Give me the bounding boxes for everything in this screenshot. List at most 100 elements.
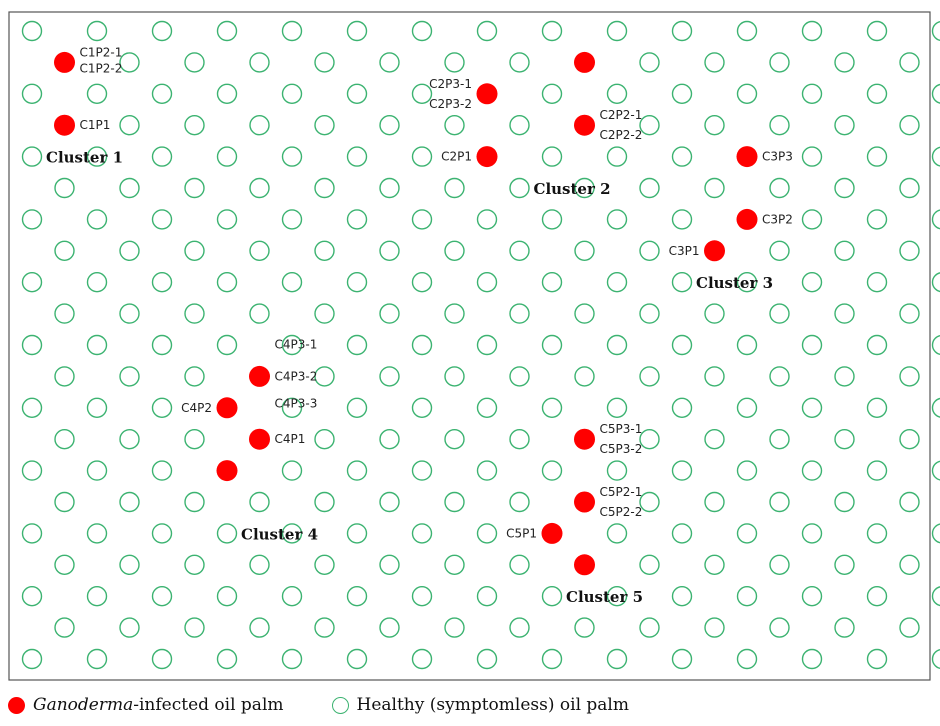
healthy-palm (216, 648, 238, 670)
healthy-palm (476, 397, 498, 418)
healthy-palm (476, 586, 498, 607)
healthy-palm (411, 146, 433, 167)
healthy-palm (184, 491, 205, 513)
healthy-palm (606, 523, 628, 544)
healthy-palm (151, 586, 173, 607)
infected-palm (249, 428, 270, 450)
healthy-palm (671, 334, 693, 356)
healthy-palm (606, 586, 628, 607)
healthy-palm (379, 366, 400, 387)
healthy-palm (314, 617, 335, 638)
healthy-palm (931, 586, 940, 607)
healthy-palm (54, 554, 75, 575)
infected-palm (476, 83, 498, 105)
healthy-palm (801, 586, 823, 607)
healthy-palm (736, 20, 758, 42)
healthy-palm (769, 114, 790, 136)
healthy-palm (119, 52, 140, 73)
palm-label: C2P2-1 (600, 108, 643, 122)
legend-infected: Ganoderma-infected oil palm (8, 695, 284, 715)
healthy-palm (86, 83, 108, 105)
healthy-palm (184, 366, 205, 387)
healthy-palm (281, 20, 303, 42)
healthy-palm (769, 554, 790, 575)
healthy-palm (509, 617, 530, 638)
healthy-palm (509, 177, 530, 199)
healthy-palm (671, 209, 693, 230)
infected-palm (736, 146, 758, 168)
healthy-palm (54, 617, 75, 638)
healthy-palm (704, 177, 725, 199)
healthy-palm (151, 460, 173, 481)
healthy-palm (411, 397, 433, 418)
palm-label: C4P3-1 (275, 337, 318, 351)
healthy-palm (801, 209, 823, 230)
healthy-palm (801, 397, 823, 418)
infected-palm (216, 397, 238, 419)
healthy-palm (281, 272, 303, 293)
healthy-palm (834, 491, 855, 513)
healthy-palm (411, 20, 433, 42)
healthy-palm (151, 209, 173, 230)
healthy-palm (21, 209, 43, 230)
infected-palm (574, 51, 595, 73)
healthy-palm (249, 52, 270, 73)
healthy-palm (249, 617, 270, 638)
healthy-palm (314, 491, 335, 513)
palm-label: C3P1 (669, 244, 700, 258)
healthy-palm (931, 649, 940, 669)
healthy-palm (119, 554, 140, 575)
healthy-palm (346, 272, 368, 293)
healthy-palm (249, 554, 270, 575)
healthy-palm (379, 491, 400, 513)
palm-label: C2P3-2 (429, 97, 472, 111)
healthy-palm (606, 20, 628, 42)
healthy-palm (931, 83, 940, 104)
healthy-palm (671, 523, 693, 544)
healthy-palm (86, 334, 108, 356)
palm-label: C5P2-2 (600, 505, 643, 519)
healthy-palm (216, 586, 238, 607)
healthy-palm (704, 114, 725, 136)
healthy-palm (834, 240, 855, 262)
infected-palm-marker-icon (8, 696, 25, 714)
healthy-palm (119, 491, 140, 513)
healthy-palm (216, 272, 238, 293)
healthy-palm (736, 648, 758, 670)
healthy-palm (54, 240, 75, 262)
healthy-palm (671, 648, 693, 670)
healthy-palm (736, 586, 758, 607)
healthy-palm (606, 83, 628, 105)
healthy-palm (411, 523, 433, 544)
healthy-palm (21, 272, 43, 293)
healthy-palm (834, 554, 855, 575)
healthy-palm (346, 397, 368, 418)
healthy-palm (574, 240, 595, 262)
healthy-palm (249, 491, 270, 513)
healthy-palm (411, 648, 433, 670)
healthy-palm (801, 272, 823, 293)
cluster-label: Cluster 3 (696, 274, 773, 292)
healthy-palm (541, 146, 563, 167)
healthy-palm (411, 460, 433, 481)
healthy-palm (476, 20, 498, 42)
plantation-plot: C1P2-1 C1P2-2 C1P1 C2P3-1 C2P3-2 C2P2-1 C2P2-2… (8, 11, 940, 681)
healthy-palm (671, 272, 693, 293)
healthy-palm (184, 617, 205, 638)
infected-palm (704, 240, 725, 262)
healthy-palm (281, 146, 303, 167)
healthy-palm (54, 177, 75, 199)
cluster-label: Cluster 5 (566, 588, 643, 606)
healthy-palm (314, 429, 335, 450)
healthy-palm (119, 303, 140, 324)
healthy-palm (314, 114, 335, 136)
healthy-palm (606, 146, 628, 167)
healthy-palm (346, 460, 368, 481)
infected-palm (476, 146, 498, 168)
healthy-palm (86, 586, 108, 607)
healthy-palm (866, 334, 888, 356)
healthy-palm (671, 83, 693, 105)
healthy-palm (476, 460, 498, 481)
healthy-palm (834, 303, 855, 324)
healthy-palm (736, 83, 758, 105)
